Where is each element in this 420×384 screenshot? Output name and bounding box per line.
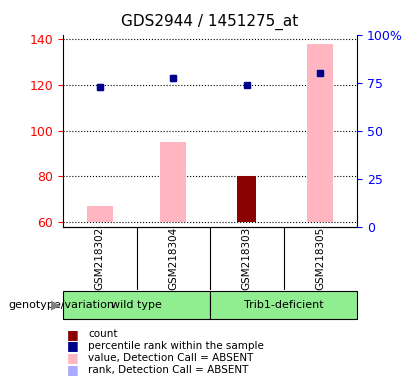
Bar	[307, 44, 333, 222]
Text: value, Detection Call = ABSENT: value, Detection Call = ABSENT	[88, 353, 254, 363]
FancyBboxPatch shape	[210, 291, 357, 319]
Text: percentile rank within the sample: percentile rank within the sample	[88, 341, 264, 351]
Text: GSM218303: GSM218303	[242, 227, 252, 290]
Bar	[160, 142, 186, 222]
Text: ■: ■	[67, 339, 79, 353]
Text: GSM218304: GSM218304	[168, 227, 178, 290]
Text: GSM218302: GSM218302	[95, 227, 105, 290]
Text: Trib1-deficient: Trib1-deficient	[244, 300, 323, 310]
Text: count: count	[88, 329, 118, 339]
FancyBboxPatch shape	[63, 291, 210, 319]
Text: ■: ■	[67, 328, 79, 341]
Bar	[237, 176, 256, 222]
Text: rank, Detection Call = ABSENT: rank, Detection Call = ABSENT	[88, 365, 249, 375]
Text: ▶: ▶	[51, 299, 61, 312]
Text: wild type: wild type	[111, 300, 162, 310]
Text: ■: ■	[67, 363, 79, 376]
Text: GDS2944 / 1451275_at: GDS2944 / 1451275_at	[121, 13, 299, 30]
Text: GSM218305: GSM218305	[315, 227, 325, 290]
Text: genotype/variation: genotype/variation	[8, 300, 114, 310]
Bar	[87, 206, 113, 222]
Text: ■: ■	[67, 351, 79, 364]
